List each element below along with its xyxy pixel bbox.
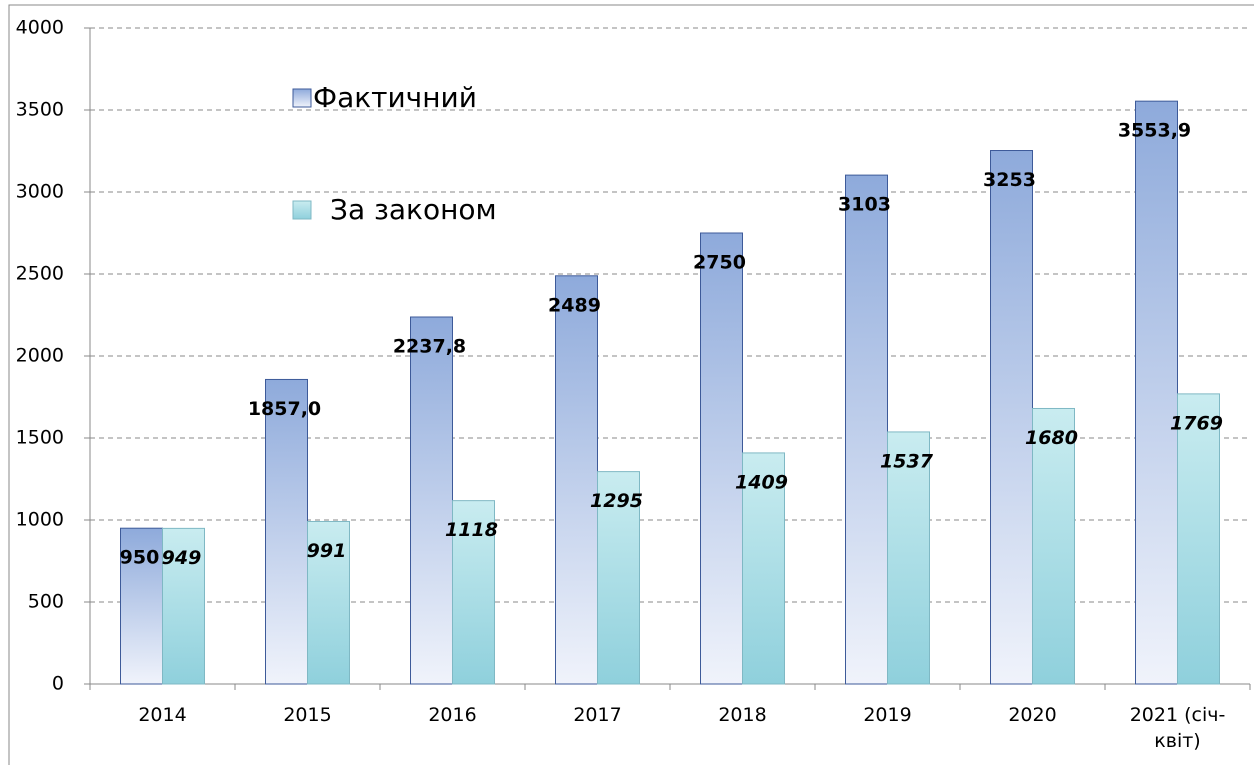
data-label: 2489 bbox=[548, 294, 601, 316]
y-tick-label: 2000 bbox=[16, 345, 64, 367]
data-label: 1409 bbox=[735, 471, 788, 493]
x-tick-label: 2016 bbox=[428, 704, 477, 726]
x-tick-label: 2018 bbox=[718, 704, 767, 726]
bar bbox=[1177, 393, 1220, 685]
legend-label: За законом bbox=[330, 193, 497, 226]
data-label: 1857,0 bbox=[248, 398, 321, 420]
bar bbox=[990, 150, 1033, 685]
bar bbox=[1135, 100, 1178, 685]
legend-swatch bbox=[292, 88, 312, 108]
data-label: 2750 bbox=[693, 252, 746, 274]
bar bbox=[1032, 407, 1075, 685]
y-tick-label: 1000 bbox=[16, 509, 64, 531]
data-label: 950 bbox=[120, 547, 160, 569]
data-label: 949 bbox=[162, 547, 202, 569]
bar bbox=[307, 520, 350, 685]
x-tick-label: 2017 bbox=[573, 704, 622, 726]
data-label: 1680 bbox=[1025, 427, 1078, 449]
x-tick-label: 2020 bbox=[1008, 704, 1057, 726]
y-tick-label: 4000 bbox=[16, 17, 64, 39]
x-tick-label: 2014 bbox=[138, 704, 187, 726]
x-tick-label: 2015 bbox=[283, 704, 332, 726]
bar bbox=[700, 232, 743, 685]
data-label: 1537 bbox=[880, 450, 934, 472]
y-tick-label: 2500 bbox=[16, 263, 64, 285]
data-label: 2237,8 bbox=[393, 336, 466, 358]
data-label: 3103 bbox=[838, 194, 891, 216]
x-tick-label: 2019 bbox=[863, 704, 912, 726]
bar bbox=[265, 378, 308, 685]
legend-label: Фактичний bbox=[313, 81, 477, 114]
bar bbox=[452, 500, 495, 685]
y-tick-label: 0 bbox=[52, 673, 64, 695]
data-label: 1118 bbox=[445, 519, 498, 541]
y-tick-label: 3500 bbox=[16, 99, 64, 121]
bar bbox=[120, 527, 163, 685]
bar bbox=[410, 316, 453, 685]
bar bbox=[742, 452, 785, 685]
data-label: 3553,9 bbox=[1118, 120, 1191, 142]
bar bbox=[555, 275, 598, 685]
data-label: 3253 bbox=[983, 169, 1036, 191]
x-tick-label: 2021 (січ-квіт) bbox=[1129, 704, 1226, 752]
data-label: 991 bbox=[307, 540, 347, 562]
data-label: 1769 bbox=[1170, 412, 1223, 434]
bar bbox=[887, 431, 930, 685]
bar bbox=[597, 471, 640, 685]
bar bbox=[845, 174, 888, 685]
y-tick-label: 500 bbox=[28, 591, 64, 613]
bar bbox=[162, 527, 205, 685]
frame bbox=[8, 4, 1254, 765]
y-tick-label: 3000 bbox=[16, 181, 64, 203]
legend-swatch bbox=[292, 200, 312, 220]
data-label: 1295 bbox=[590, 490, 643, 512]
y-tick-label: 1500 bbox=[16, 427, 64, 449]
